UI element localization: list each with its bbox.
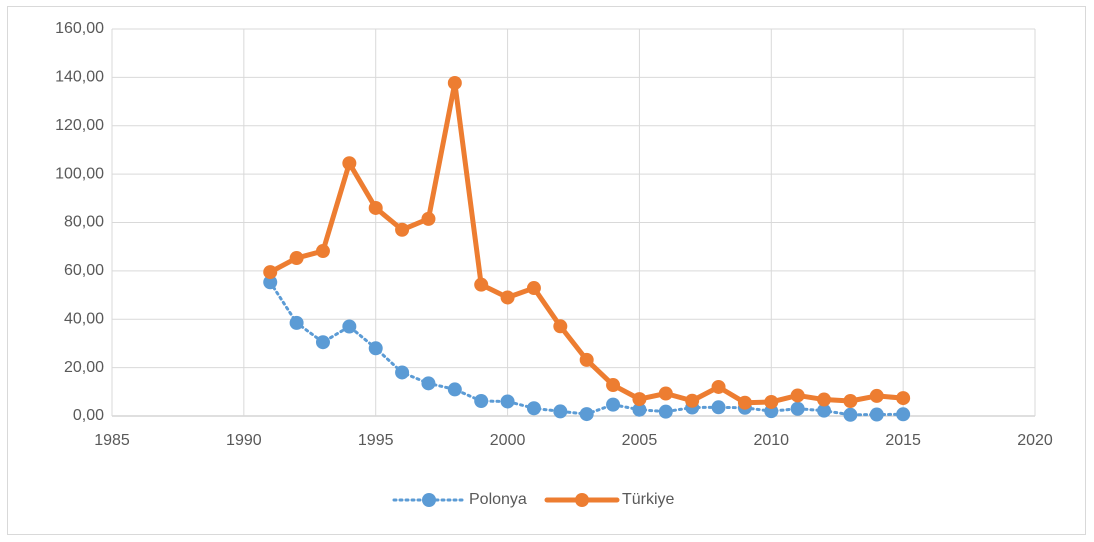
data-point xyxy=(896,407,911,422)
y-tick-label: 60,00 xyxy=(64,262,104,279)
legend-marker xyxy=(575,493,589,507)
data-point xyxy=(395,222,410,237)
data-point xyxy=(658,386,673,401)
data-point xyxy=(342,156,357,171)
y-tick-label: 140,00 xyxy=(55,69,104,86)
x-tick-label: 2010 xyxy=(753,432,789,449)
data-point xyxy=(526,281,541,296)
data-point xyxy=(500,394,515,409)
y-tick-label: 0,00 xyxy=(73,407,104,424)
data-point xyxy=(817,392,832,407)
y-tick-label: 100,00 xyxy=(55,165,104,182)
x-tick-label: 2020 xyxy=(1017,432,1053,449)
data-point xyxy=(447,75,462,90)
y-tick-label: 80,00 xyxy=(64,214,104,231)
y-tick-label: 40,00 xyxy=(64,310,104,327)
data-point xyxy=(315,335,330,350)
x-tick-label: 2000 xyxy=(490,432,526,449)
data-point xyxy=(685,393,700,408)
data-point xyxy=(790,388,805,403)
data-point xyxy=(553,319,568,334)
x-tick-label: 1995 xyxy=(358,432,394,449)
legend-marker xyxy=(422,493,436,507)
y-tick-label: 20,00 xyxy=(64,359,104,376)
data-point xyxy=(289,315,304,330)
data-point xyxy=(606,378,621,393)
data-point xyxy=(447,382,462,397)
y-tick-label: 160,00 xyxy=(55,20,104,37)
data-point xyxy=(606,397,621,412)
data-point xyxy=(474,277,489,292)
data-point xyxy=(764,394,779,409)
data-point xyxy=(579,352,594,367)
y-tick-label: 120,00 xyxy=(55,117,104,134)
data-point xyxy=(474,394,489,409)
x-tick-label: 1990 xyxy=(226,432,262,449)
data-point xyxy=(843,407,858,422)
data-point xyxy=(579,407,594,422)
data-point xyxy=(263,275,278,290)
data-point xyxy=(632,402,647,417)
data-point xyxy=(421,376,436,391)
x-tick-label: 1985 xyxy=(94,432,130,449)
data-point xyxy=(342,319,357,334)
data-point xyxy=(737,395,752,410)
data-point xyxy=(869,388,884,403)
data-point xyxy=(526,401,541,416)
x-tick-label: 2005 xyxy=(622,432,658,449)
data-point xyxy=(395,365,410,380)
legend-label: Polonya xyxy=(469,491,527,508)
data-point xyxy=(263,265,278,280)
x-tick-label: 2015 xyxy=(885,432,921,449)
data-point xyxy=(711,400,726,415)
legend-label: Türkiye xyxy=(622,491,675,508)
data-point xyxy=(289,251,304,266)
data-point xyxy=(711,379,726,394)
data-point xyxy=(843,394,858,409)
data-point xyxy=(790,401,805,416)
data-point xyxy=(658,404,673,419)
data-point xyxy=(632,392,647,407)
data-point xyxy=(817,403,832,418)
data-point xyxy=(368,200,383,215)
data-point xyxy=(421,211,436,226)
data-point xyxy=(500,290,515,305)
data-point xyxy=(368,341,383,356)
data-point xyxy=(896,391,911,406)
data-point xyxy=(315,244,330,259)
data-point xyxy=(869,407,884,422)
data-point xyxy=(553,404,568,419)
